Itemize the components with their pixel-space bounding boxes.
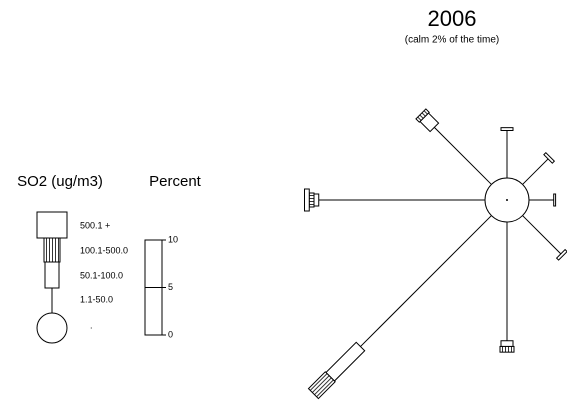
legend-symbol [44, 261, 60, 289]
scale-tick-label: 0 [168, 329, 173, 339]
spoke-line [433, 126, 492, 185]
legend-symbol [36, 312, 68, 344]
chart-title: 2006 [428, 6, 477, 31]
spoke-line [522, 158, 549, 185]
legend-symbol [43, 237, 61, 263]
spoke-segment [555, 248, 567, 261]
spoke-segment [307, 371, 336, 400]
spoke-segment [499, 345, 515, 353]
spoke-segment [415, 108, 430, 123]
spoke-segment [308, 192, 315, 208]
legend-label: 500.1 + [80, 220, 110, 230]
spoke-segment [304, 188, 310, 212]
spoke-segment [553, 193, 557, 207]
spoke-segment [325, 341, 366, 382]
calm-label: . [90, 320, 93, 330]
scale-title: Percent [149, 173, 202, 190]
spoke-segment [543, 151, 556, 164]
spoke-segment [500, 340, 514, 347]
legend-title: SO2 (ug/m3) [17, 173, 103, 190]
spoke-segment [313, 193, 320, 207]
scale-tick-label: 10 [168, 234, 178, 244]
chart-subtitle: (calm 2% of the time) [405, 35, 499, 46]
spoke-line [522, 215, 562, 255]
legend-label: 1.1-50.0 [80, 294, 113, 304]
center-dot [506, 199, 508, 201]
legend-label: 100.1-500.0 [80, 245, 128, 255]
spoke-line [360, 215, 492, 347]
spoke-segment [500, 127, 514, 132]
scale-tick-label: 5 [168, 282, 173, 292]
legend-label: 50.1-100.0 [80, 270, 123, 280]
legend-symbol [36, 211, 68, 239]
